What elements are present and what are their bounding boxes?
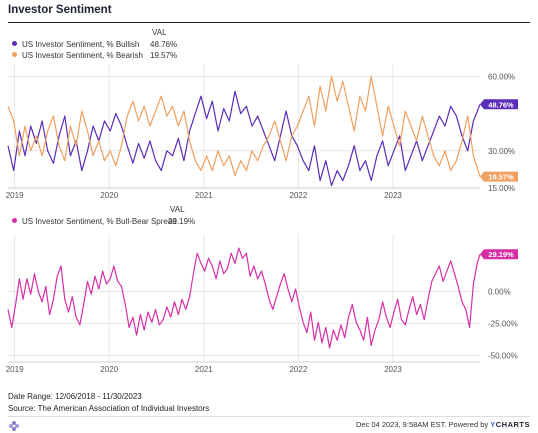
legend-value-spread: 29.19% bbox=[168, 217, 196, 226]
legend-label-bearish: US Investor Sentiment, % Bearish bbox=[22, 51, 143, 60]
timestamp-text: Dec 04 2023, 9:58AM EST. Powered by bbox=[355, 420, 491, 429]
legend-label-bullish: US Investor Sentiment, % Bullish bbox=[22, 40, 140, 49]
y-tick-label: 60.00% bbox=[488, 72, 515, 81]
sentiment-chart: 2019 2020 2021 2022 2023 60.00% 30.00% 15.00% 48… bbox=[6, 64, 518, 200]
legend-dot-bullish bbox=[12, 41, 17, 47]
source-note: Source: The American Association of Indi… bbox=[8, 404, 210, 413]
x-tick-label: 2020 bbox=[100, 365, 118, 374]
y-tick-label: -25.00% bbox=[488, 320, 518, 329]
series-line-0-1 bbox=[7, 75, 481, 177]
legend-label-spread: US Investor Sentiment, % Bull-Bear Sprea… bbox=[22, 217, 177, 226]
date-range: Date Range: 12/06/2018 - 11/30/2023 bbox=[8, 392, 142, 401]
footer-divider bbox=[8, 416, 530, 417]
legend-value-bullish: 48.76% bbox=[150, 40, 178, 49]
legend-value-bearish: 19.57% bbox=[150, 51, 178, 60]
flower-logo-icon bbox=[9, 421, 19, 431]
x-tick-label: 2021 bbox=[195, 191, 213, 200]
legend-item-bullish[interactable]: US Investor Sentiment, % Bullish 48.76% bbox=[12, 39, 177, 50]
end-value-badge-shape bbox=[480, 171, 518, 182]
ycharts-logo-rest: CHARTS bbox=[495, 420, 530, 429]
x-tick-label: 2023 bbox=[384, 365, 402, 374]
legend-item-spread[interactable]: US Investor Sentiment, % Bull-Bear Sprea… bbox=[12, 216, 195, 227]
title-divider bbox=[8, 22, 530, 23]
page-title: Investor Sentiment bbox=[8, 4, 112, 16]
ycharts-logo-y: Y bbox=[490, 420, 496, 429]
x-tick-label: 2021 bbox=[195, 365, 213, 374]
y-tick-label: 15.00% bbox=[488, 184, 515, 193]
end-value-badge: 48.76% bbox=[480, 99, 518, 110]
end-value-badge-shape bbox=[480, 99, 518, 110]
x-tick-label: 2019 bbox=[6, 191, 24, 200]
y-tick-label: 30.00% bbox=[488, 147, 515, 156]
x-tick-label: 2023 bbox=[384, 191, 402, 200]
end-value-badge-text: 19.57% bbox=[488, 173, 514, 182]
end-value-badge: 19.57% bbox=[480, 171, 518, 182]
spread-chart: 2019 2020 2021 2022 2023 0.00% -25.00% -50.00% 2… bbox=[6, 234, 518, 374]
legend-dot-spread bbox=[12, 218, 17, 224]
end-value-badge-text: 48.76% bbox=[488, 100, 514, 109]
footer-stamp: Dec 04 2023, 9:58AM EST. Powered by YCHA… bbox=[356, 420, 530, 429]
x-tick-label: 2020 bbox=[100, 191, 118, 200]
x-tick-label: 2019 bbox=[6, 365, 24, 374]
legend-item-bearish[interactable]: US Investor Sentiment, % Bearish 19.57% bbox=[12, 50, 177, 61]
x-tick-label: 2022 bbox=[289, 365, 307, 374]
end-value-badge: 29.19% bbox=[480, 249, 518, 260]
end-value-badge-shape bbox=[480, 249, 518, 260]
x-tick-label: 2022 bbox=[289, 191, 307, 200]
y-tick-label: 0.00% bbox=[488, 288, 511, 297]
top-legend-val-header: VAL bbox=[152, 28, 167, 37]
series-line-1-0 bbox=[7, 247, 481, 349]
y-tick-label: -50.00% bbox=[488, 352, 518, 361]
ycharts-logo[interactable]: YCHARTS bbox=[490, 420, 530, 429]
bottom-legend-val-header: VAL bbox=[170, 205, 185, 214]
legend-dot-bearish bbox=[12, 52, 17, 58]
end-value-badge-text: 29.19% bbox=[488, 250, 514, 259]
